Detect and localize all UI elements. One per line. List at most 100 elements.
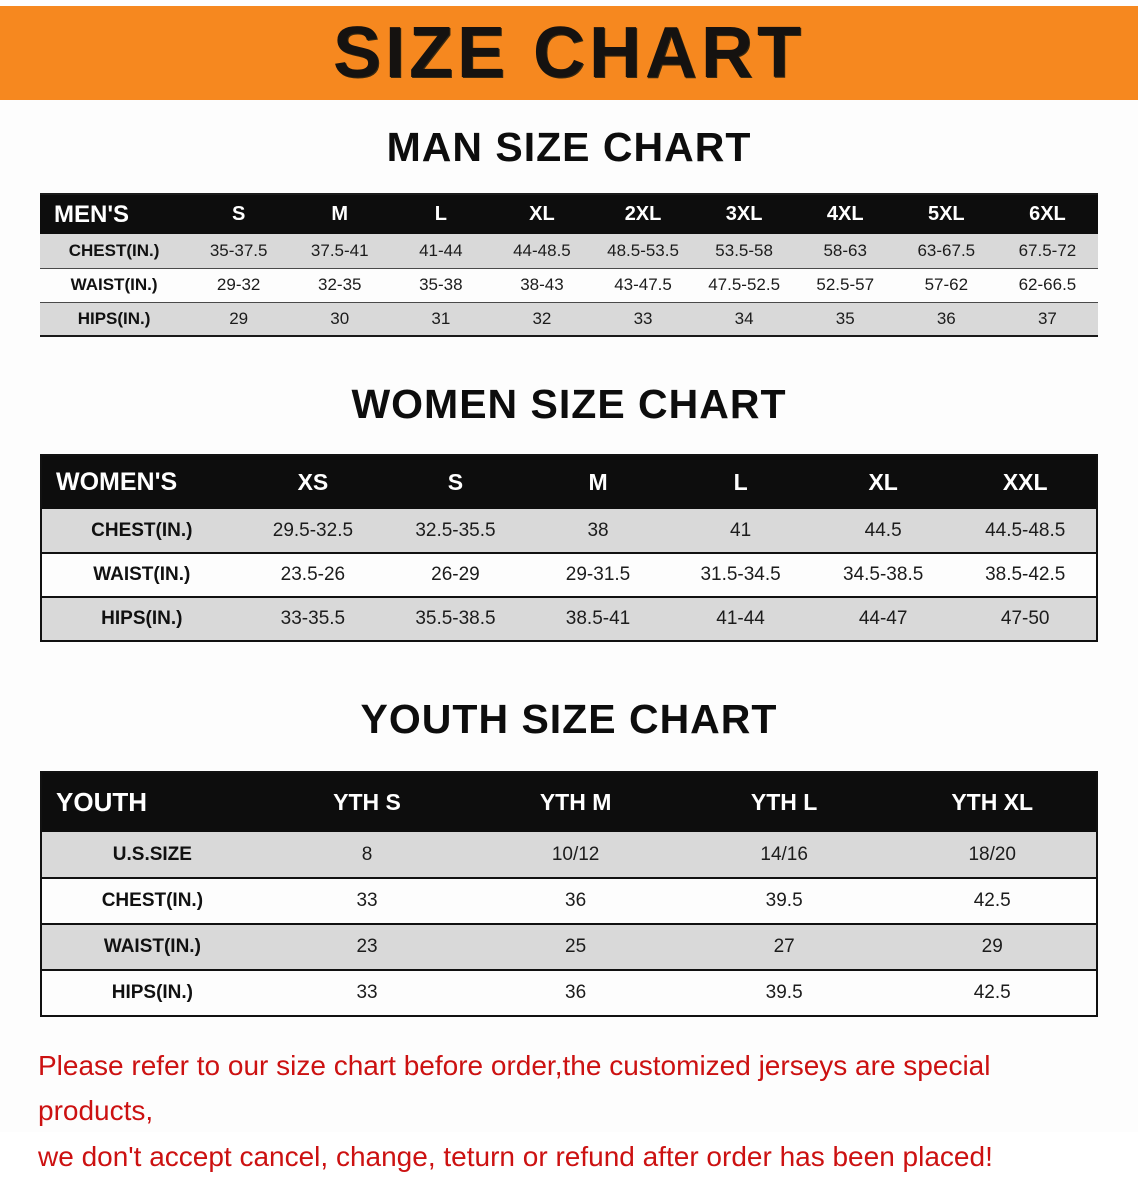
- banner: SIZE CHART: [0, 6, 1138, 100]
- measurement-label-cell: WAIST(IN.): [41, 553, 242, 597]
- size-column-header: 4XL: [794, 194, 896, 234]
- size-value-cell: 44.5: [811, 509, 955, 553]
- size-column-header: M: [289, 194, 391, 234]
- footer-disclaimer: Please refer to our size chart before or…: [38, 1043, 1100, 1179]
- size-value-cell: 18/20: [888, 832, 1097, 878]
- size-column-header: YTH XL: [888, 772, 1097, 832]
- size-column-header: YTH S: [262, 772, 472, 832]
- table-row: WAIST(IN.) 29-32 32-35 35-38 38-43 43-47.5 47.…: [40, 268, 1098, 302]
- men-size-section: MAN SIZE CHART MEN'S S M L XL 2XL 3XL 4XL 5XL 6XL…: [0, 124, 1138, 337]
- size-value-cell: 29-31.5: [526, 553, 670, 597]
- table-row: HIPS(IN.) 33-35.5 35.5-38.5 38.5-41 41-44 44-…: [41, 597, 1097, 641]
- size-value-cell: 42.5: [888, 878, 1097, 924]
- size-value-cell: 35.5-38.5: [384, 597, 527, 641]
- measurement-label-cell: HIPS(IN.): [41, 597, 242, 641]
- size-column-header: L: [669, 455, 812, 509]
- table-title-cell: MEN'S: [40, 194, 189, 234]
- men-size-table: MEN'S S M L XL 2XL 3XL 4XL 5XL 6XL CHEST(IN.) 35-37…: [40, 193, 1098, 337]
- table-row: WAIST(IN.) 23 25 27 29: [41, 924, 1097, 970]
- measurement-label-cell: WAIST(IN.): [41, 924, 263, 970]
- size-value-cell: 47-50: [954, 597, 1097, 641]
- size-value-cell: 33: [262, 878, 472, 924]
- size-value-cell: 44-48.5: [491, 234, 593, 268]
- measurement-label-cell: CHEST(IN.): [41, 878, 263, 924]
- measurement-label-cell: CHEST(IN.): [41, 509, 242, 553]
- size-value-cell: 35-38: [390, 268, 492, 302]
- table-title-cell: YOUTH: [41, 772, 263, 832]
- size-column-header: L: [390, 194, 492, 234]
- size-value-cell: 36: [895, 302, 997, 336]
- size-value-cell: 39.5: [679, 878, 889, 924]
- size-value-cell: 27: [679, 924, 889, 970]
- size-value-cell: 57-62: [895, 268, 997, 302]
- size-column-header: 5XL: [895, 194, 997, 234]
- measurement-label-cell: CHEST(IN.): [40, 234, 189, 268]
- size-column-header: 2XL: [592, 194, 694, 234]
- size-value-cell: 63-67.5: [895, 234, 997, 268]
- size-value-cell: 31.5-34.5: [669, 553, 812, 597]
- size-value-cell: 34: [693, 302, 795, 336]
- size-value-cell: 35-37.5: [188, 234, 290, 268]
- table-header-row: YOUTH YTH S YTH M YTH L YTH XL: [41, 772, 1097, 832]
- women-size-heading: WOMEN SIZE CHART: [351, 381, 787, 427]
- table-row: WAIST(IN.) 23.5-26 26-29 29-31.5 31.5-34.5 34…: [41, 553, 1097, 597]
- size-value-cell: 38.5-42.5: [954, 553, 1097, 597]
- size-value-cell: 30: [289, 302, 391, 336]
- size-value-cell: 43-47.5: [592, 268, 694, 302]
- size-column-header: XL: [811, 455, 955, 509]
- footer-disclaimer-line-1: Please refer to our size chart before or…: [38, 1050, 991, 1127]
- women-size-table: WOMEN'S XS S M L XL XXL CHEST(IN.) 29.5-32.5 32.5…: [40, 454, 1098, 642]
- footer-disclaimer-line-2: we don't accept cancel, change, teturn o…: [38, 1140, 993, 1172]
- size-value-cell: 41: [669, 509, 812, 553]
- size-value-cell: 29-32: [188, 268, 290, 302]
- youth-size-table: YOUTH YTH S YTH M YTH L YTH XL U.S.SIZE 8 10/12…: [40, 771, 1098, 1017]
- size-value-cell: 31: [390, 302, 492, 336]
- youth-size-heading: YOUTH SIZE CHART: [360, 696, 778, 742]
- size-value-cell: 36: [471, 970, 680, 1016]
- size-value-cell: 41-44: [390, 234, 492, 268]
- measurement-label-cell: U.S.SIZE: [41, 832, 263, 878]
- size-column-header: M: [526, 455, 670, 509]
- size-column-header: YTH M: [471, 772, 680, 832]
- size-value-cell: 26-29: [384, 553, 527, 597]
- size-column-header: 3XL: [693, 194, 795, 234]
- size-value-cell: 29: [888, 924, 1097, 970]
- size-value-cell: 33: [592, 302, 694, 336]
- size-value-cell: 14/16: [679, 832, 889, 878]
- size-value-cell: 23.5-26: [241, 553, 385, 597]
- size-value-cell: 44-47: [811, 597, 955, 641]
- table-header-row: MEN'S S M L XL 2XL 3XL 4XL 5XL 6XL: [40, 194, 1098, 234]
- table-row: CHEST(IN.) 35-37.5 37.5-41 41-44 44-48.5 48.5…: [40, 234, 1098, 268]
- size-value-cell: 23: [262, 924, 472, 970]
- size-value-cell: 36: [471, 878, 680, 924]
- table-row: HIPS(IN.) 29 30 31 32 33 34 35 36 37: [40, 302, 1098, 336]
- size-value-cell: 41-44: [669, 597, 812, 641]
- size-value-cell: 8: [262, 832, 472, 878]
- measurement-label-cell: HIPS(IN.): [40, 302, 189, 336]
- size-column-header: XL: [491, 194, 593, 234]
- size-column-header: S: [384, 455, 527, 509]
- table-row: U.S.SIZE 8 10/12 14/16 18/20: [41, 832, 1097, 878]
- size-value-cell: 47.5-52.5: [693, 268, 795, 302]
- size-value-cell: 52.5-57: [794, 268, 896, 302]
- size-value-cell: 62-66.5: [996, 268, 1098, 302]
- size-column-header: S: [188, 194, 290, 234]
- size-value-cell: 29: [188, 302, 290, 336]
- size-value-cell: 25: [471, 924, 680, 970]
- size-value-cell: 39.5: [679, 970, 889, 1016]
- size-value-cell: 37.5-41: [289, 234, 391, 268]
- table-row: HIPS(IN.) 33 36 39.5 42.5: [41, 970, 1097, 1016]
- table-row: CHEST(IN.) 29.5-32.5 32.5-35.5 38 41 44.5 44.5…: [41, 509, 1097, 553]
- size-value-cell: 33-35.5: [241, 597, 385, 641]
- size-value-cell: 38.5-41: [526, 597, 670, 641]
- size-value-cell: 35: [794, 302, 896, 336]
- size-value-cell: 58-63: [794, 234, 896, 268]
- size-column-header: 6XL: [996, 194, 1098, 234]
- size-value-cell: 33: [262, 970, 472, 1016]
- measurement-label-cell: WAIST(IN.): [40, 268, 189, 302]
- youth-size-section: YOUTH SIZE CHART YOUTH YTH S YTH M YTH L YTH…: [0, 696, 1138, 1017]
- women-size-section: WOMEN SIZE CHART WOMEN'S XS S M L XL XXL CHEST(…: [0, 381, 1138, 642]
- size-chart-banner-title: SIZE CHART: [333, 13, 805, 93]
- size-value-cell: 29.5-32.5: [241, 509, 385, 553]
- size-value-cell: 10/12: [471, 832, 680, 878]
